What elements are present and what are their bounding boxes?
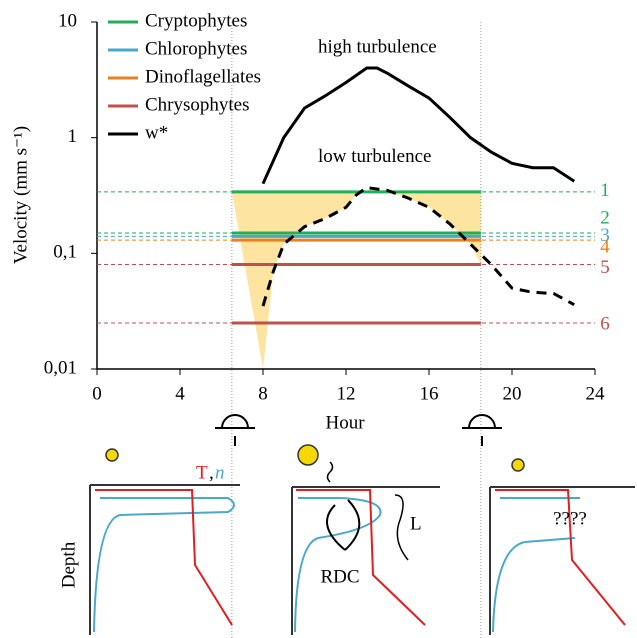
x-tick-label: 20	[503, 383, 522, 404]
l-brace	[394, 494, 409, 561]
line-label: 1	[600, 180, 610, 201]
moon	[105, 448, 119, 462]
t-label: T	[196, 462, 208, 483]
line-label: 3	[600, 225, 610, 246]
rdc-loop	[326, 499, 361, 551]
legend-label: Chlorophytes	[145, 38, 247, 59]
y-tick-label: 0,01	[44, 357, 77, 378]
n-profile	[93, 497, 235, 633]
x-tick-label: 24	[586, 383, 606, 404]
velocity-curve	[261, 186, 575, 307]
line-label: 4	[600, 237, 610, 258]
daylight-shade	[231, 191, 481, 369]
x-tick-label: 12	[337, 383, 356, 404]
n-label: n	[215, 462, 225, 483]
line-label: 5	[600, 257, 610, 278]
legend-label: Cryptophytes	[145, 10, 247, 31]
x-tick-label: 16	[420, 383, 439, 404]
sun-ray	[326, 461, 334, 483]
y-tick-label: 1	[68, 126, 78, 147]
sun	[297, 444, 319, 466]
depth-label: Depth	[58, 541, 79, 588]
moon	[511, 458, 525, 472]
y-tick-label: 0,1	[53, 242, 77, 263]
x-tick-label: 8	[258, 383, 268, 404]
y-tick-label: 10	[58, 10, 77, 31]
t-profile	[95, 489, 233, 626]
separator: ,	[209, 462, 214, 483]
line-label: 6	[600, 313, 610, 334]
y-axis-label: Velocity (mm s⁻¹)	[10, 126, 31, 264]
t-profile	[495, 489, 626, 626]
curve-annotation: low turbulence	[318, 146, 431, 167]
x-axis-label: Hour	[325, 412, 365, 433]
curve-annotation: high turbulence	[318, 36, 437, 57]
t-profile	[296, 489, 426, 626]
unknown-label: ????	[553, 508, 587, 529]
x-tick-label: 0	[92, 383, 102, 404]
l-label: L	[410, 513, 422, 534]
legend-label: w*	[145, 122, 168, 143]
line-label: 2	[600, 207, 610, 228]
rdc-label: RDC	[320, 566, 359, 587]
n-profile	[294, 497, 382, 633]
n-profile	[492, 497, 580, 633]
legend-label: Chrysophytes	[145, 94, 250, 115]
sunset-icon	[462, 414, 502, 446]
legend-label: Dinoflagellates	[145, 66, 261, 87]
sunrise-icon	[215, 414, 255, 446]
velocity-curve	[261, 66, 576, 185]
x-tick-label: 4	[175, 383, 185, 404]
diagram	[89, 414, 635, 635]
